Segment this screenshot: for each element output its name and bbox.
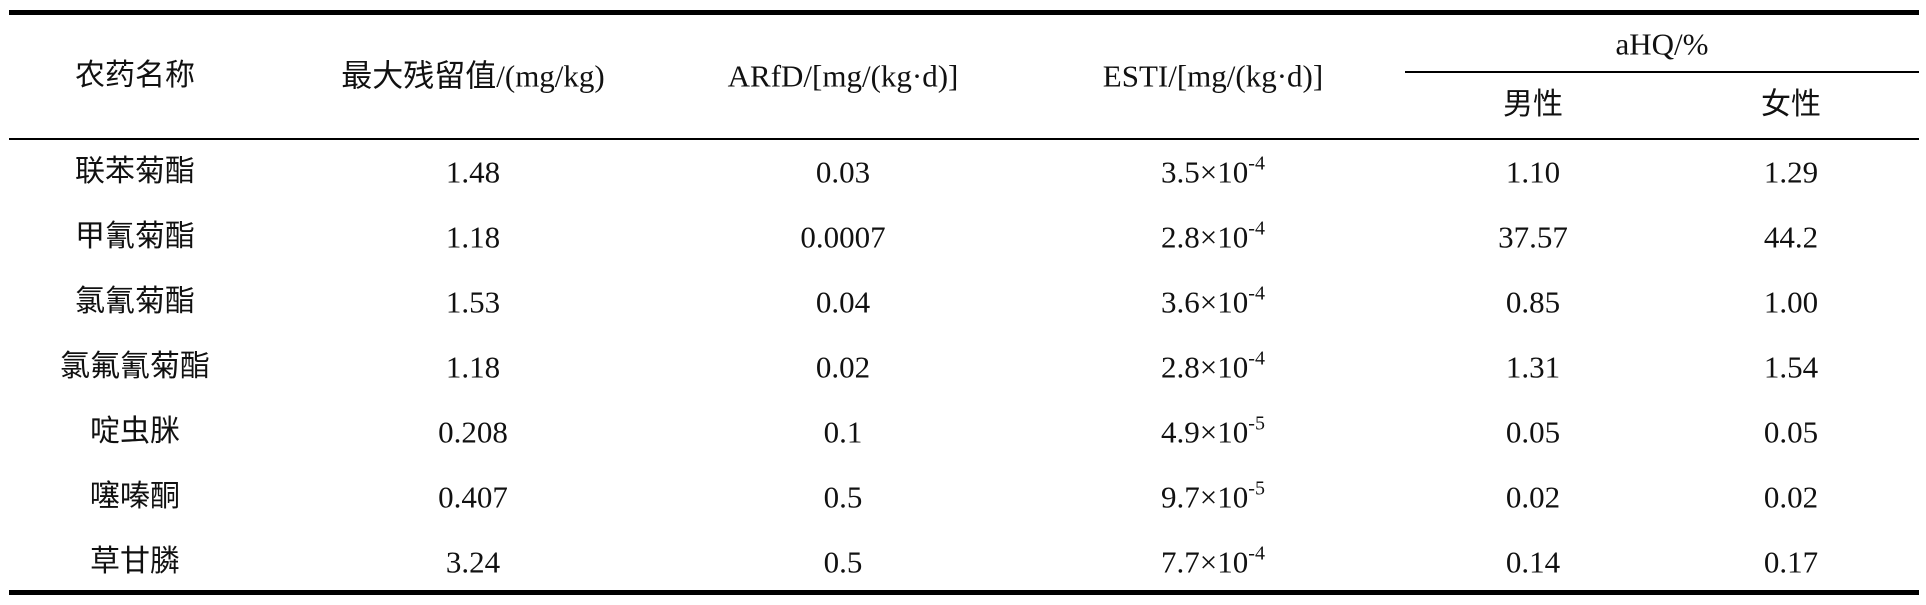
male-ahq-cell: 0.85: [1505, 284, 1561, 320]
table-top-rule: [9, 10, 1919, 15]
male-ahq-cell: 0.05: [1505, 414, 1561, 450]
mrl-cell: 0.208: [438, 414, 508, 450]
arfd-cell: 0.5: [823, 544, 863, 580]
ahq-group-rule: [1405, 71, 1919, 73]
female-ahq-cell: 1.00: [1763, 284, 1819, 320]
pesticide-cell: 噻嗪酮: [90, 479, 180, 514]
pesticide-cell: 氯氰菊酯: [75, 284, 195, 319]
mrl-cell: 1.48: [445, 154, 501, 190]
esti-cell: 2.8×10-4: [1161, 349, 1265, 385]
header-mrl: 最大残留值/(mg/kg): [341, 58, 605, 94]
esti-cell: 7.7×10-4: [1161, 544, 1265, 580]
mrl-cell: 1.53: [445, 284, 501, 320]
female-ahq-cell: 1.54: [1763, 349, 1819, 385]
pesticide-cell: 甲氰菊酯: [75, 219, 195, 254]
esti-base: 2.8×10: [1161, 219, 1249, 255]
pesticide-cell: 草甘膦: [90, 544, 180, 579]
esti-exponent: -4: [1248, 152, 1265, 175]
female-ahq-cell: 1.29: [1763, 154, 1819, 190]
esti-cell: 9.7×10-5: [1161, 479, 1265, 515]
header-pesticide: 农药名称: [75, 58, 195, 93]
female-ahq-cell: 0.02: [1763, 479, 1819, 515]
esti-exponent: -5: [1248, 412, 1265, 435]
esti-base: 3.5×10: [1161, 154, 1249, 190]
arfd-cell: 0.0007: [800, 219, 886, 255]
esti-base: 3.6×10: [1161, 284, 1249, 320]
esti-exponent: -4: [1248, 217, 1265, 240]
esti-exponent: -4: [1248, 282, 1265, 305]
esti-base: 4.9×10: [1161, 414, 1249, 450]
male-ahq-cell: 1.31: [1505, 349, 1561, 385]
esti-cell: 3.6×10-4: [1161, 284, 1265, 320]
esti-cell: 2.8×10-4: [1161, 219, 1265, 255]
mrl-cell: 0.407: [438, 479, 508, 515]
female-ahq-cell: 0.05: [1763, 414, 1819, 450]
arfd-cell: 0.1: [823, 414, 863, 450]
pesticide-cell: 氯氟氰菊酯: [60, 349, 210, 384]
mrl-cell: 1.18: [445, 349, 501, 385]
esti-exponent: -4: [1248, 347, 1265, 370]
arfd-cell: 0.02: [815, 349, 871, 385]
female-ahq-cell: 0.17: [1763, 544, 1819, 580]
mrl-cell: 3.24: [445, 544, 501, 580]
esti-base: 2.8×10: [1161, 349, 1249, 385]
esti-base: 7.7×10: [1161, 544, 1249, 580]
header-ahq: aHQ/%: [1615, 26, 1709, 62]
esti-base: 9.7×10: [1161, 479, 1249, 515]
arfd-cell: 0.5: [823, 479, 863, 515]
header-female: 女性: [1761, 87, 1821, 122]
male-ahq-cell: 0.14: [1505, 544, 1561, 580]
esti-cell: 3.5×10-4: [1161, 154, 1265, 190]
arfd-cell: 0.04: [815, 284, 871, 320]
male-ahq-cell: 1.10: [1505, 154, 1561, 190]
table-bottom-rule: [9, 590, 1919, 595]
mrl-cell: 1.18: [445, 219, 501, 255]
header-male: 男性: [1503, 87, 1563, 122]
header-arfd: ARfD/[mg/(kg·d)]: [727, 58, 959, 94]
header-bottom-rule: [9, 138, 1919, 140]
arfd-cell: 0.03: [815, 154, 871, 190]
male-ahq-cell: 0.02: [1505, 479, 1561, 515]
header-esti: ESTI/[mg/(kg·d)]: [1102, 58, 1324, 94]
esti-exponent: -5: [1248, 477, 1265, 500]
male-ahq-cell: 37.57: [1498, 219, 1568, 255]
female-ahq-cell: 44.2: [1763, 219, 1819, 255]
pesticide-cell: 啶虫脒: [90, 414, 180, 449]
esti-exponent: -4: [1248, 542, 1265, 565]
pesticide-cell: 联苯菊酯: [75, 154, 195, 189]
esti-cell: 4.9×10-5: [1161, 414, 1265, 450]
